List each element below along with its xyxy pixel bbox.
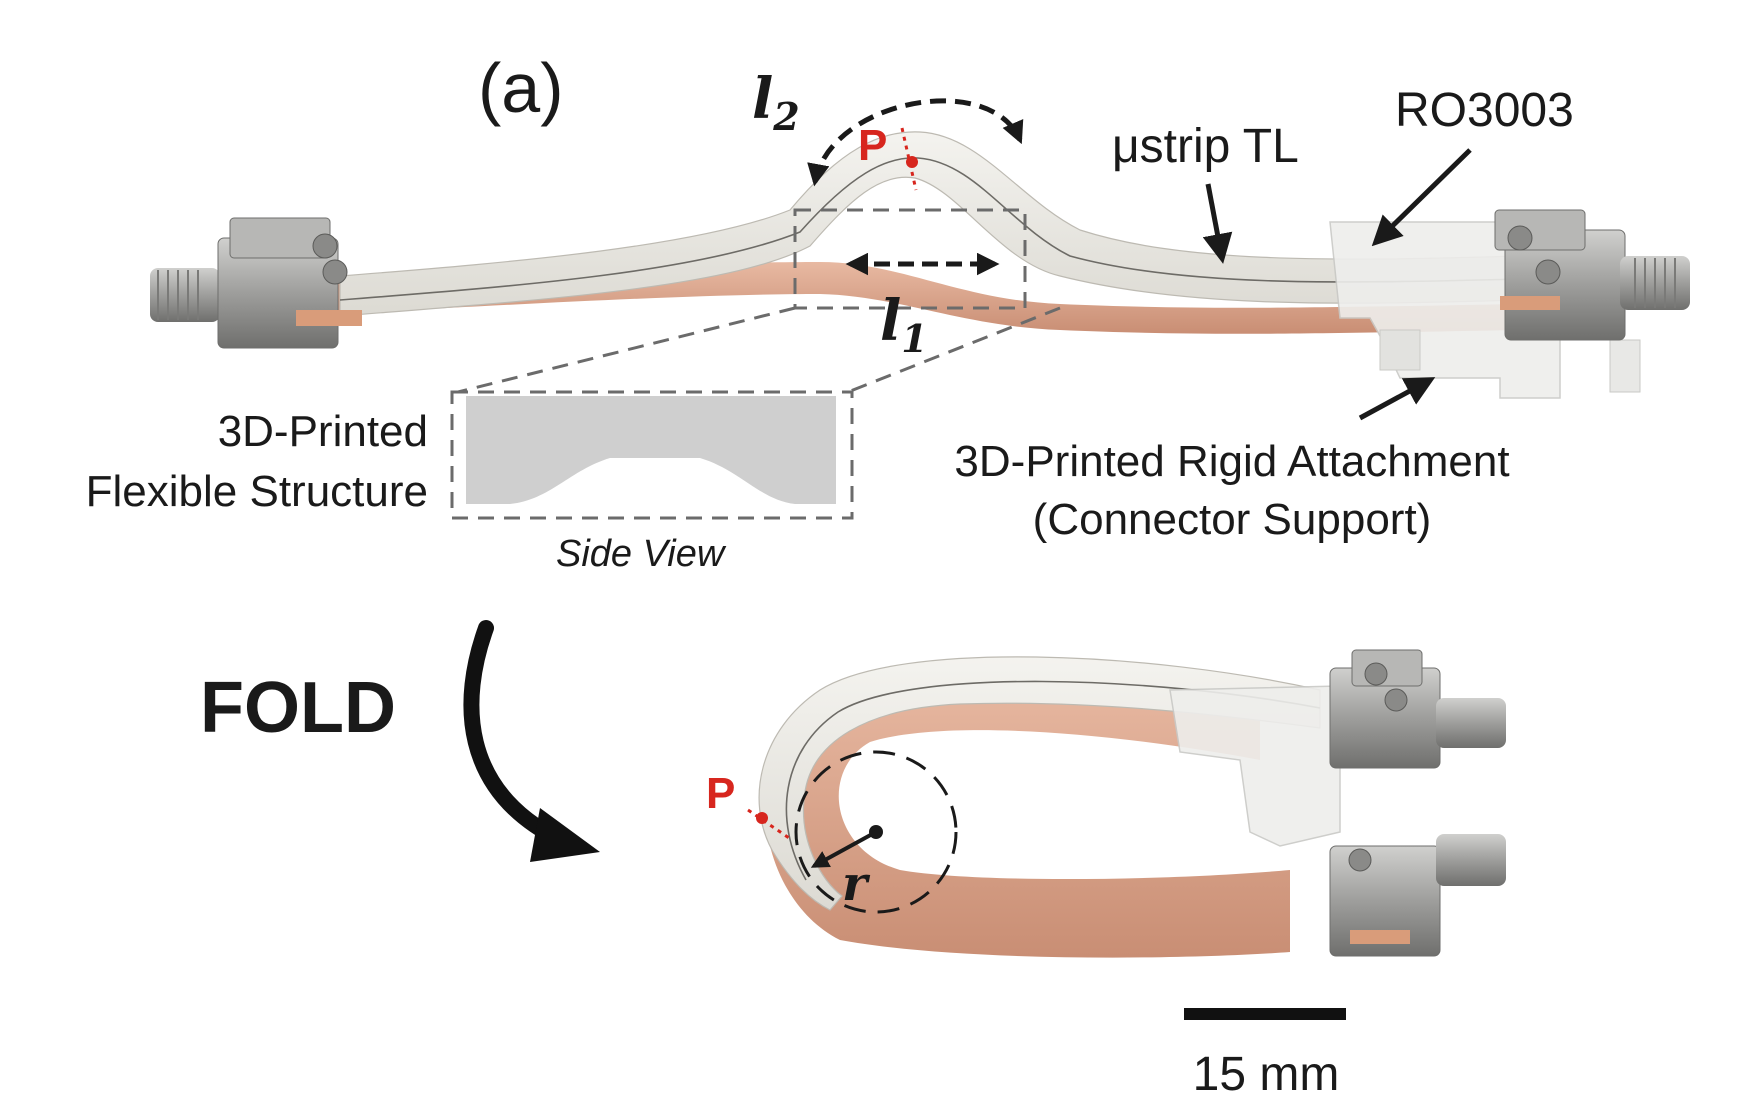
top-point-label: P [858, 121, 887, 170]
top-device [150, 131, 1690, 399]
side-view-shape [466, 396, 836, 504]
flex-structure-label-line1: 3D-Printed [218, 407, 428, 456]
folded-device [758, 649, 1506, 958]
fold-arrow-icon [463, 620, 600, 862]
l2-label: l2 [752, 66, 800, 139]
flex-structure-label-line2: Flexible Structure [86, 467, 428, 516]
radius-label: r [842, 856, 871, 912]
projection-line-right [847, 306, 1061, 394]
substrate-label: RO3003 [1395, 84, 1574, 137]
top-point-marker-line [900, 127, 918, 191]
bottom-point-dot [756, 812, 768, 824]
microstrip-pointer [1202, 183, 1233, 264]
radius-arrow [810, 830, 877, 868]
folded-trace-line [785, 680, 1321, 881]
rigid-label-line2: (Connector Support) [1033, 495, 1432, 544]
rigid-pointer [1358, 377, 1436, 421]
substrate-pointer [1371, 148, 1472, 247]
fold-label: FOLD [200, 668, 396, 748]
panel-label: (a) [478, 49, 564, 127]
scale-bar-label: 15 mm [1193, 1048, 1340, 1101]
folded-substrate-strip [758, 656, 1321, 911]
flex-region-box [793, 208, 1027, 310]
rigid-label-line1: 3D-Printed Rigid Attachment [954, 437, 1509, 486]
microstrip-label: μstrip TL [1112, 120, 1299, 173]
bottom-point-label: P [706, 769, 735, 818]
l1-label: l1 [880, 288, 928, 361]
side-view-box [450, 390, 854, 520]
bend-radius-circle [794, 750, 958, 914]
right-connector [1494, 209, 1690, 341]
scale-bar [1184, 1008, 1346, 1020]
folded-copper-layer [765, 673, 1290, 958]
left-connector [150, 217, 362, 349]
projection-line-left [457, 306, 796, 394]
top-point-dot [906, 156, 918, 168]
l2-arrow [807, 98, 1024, 187]
side-view-label: Side View [556, 533, 727, 575]
